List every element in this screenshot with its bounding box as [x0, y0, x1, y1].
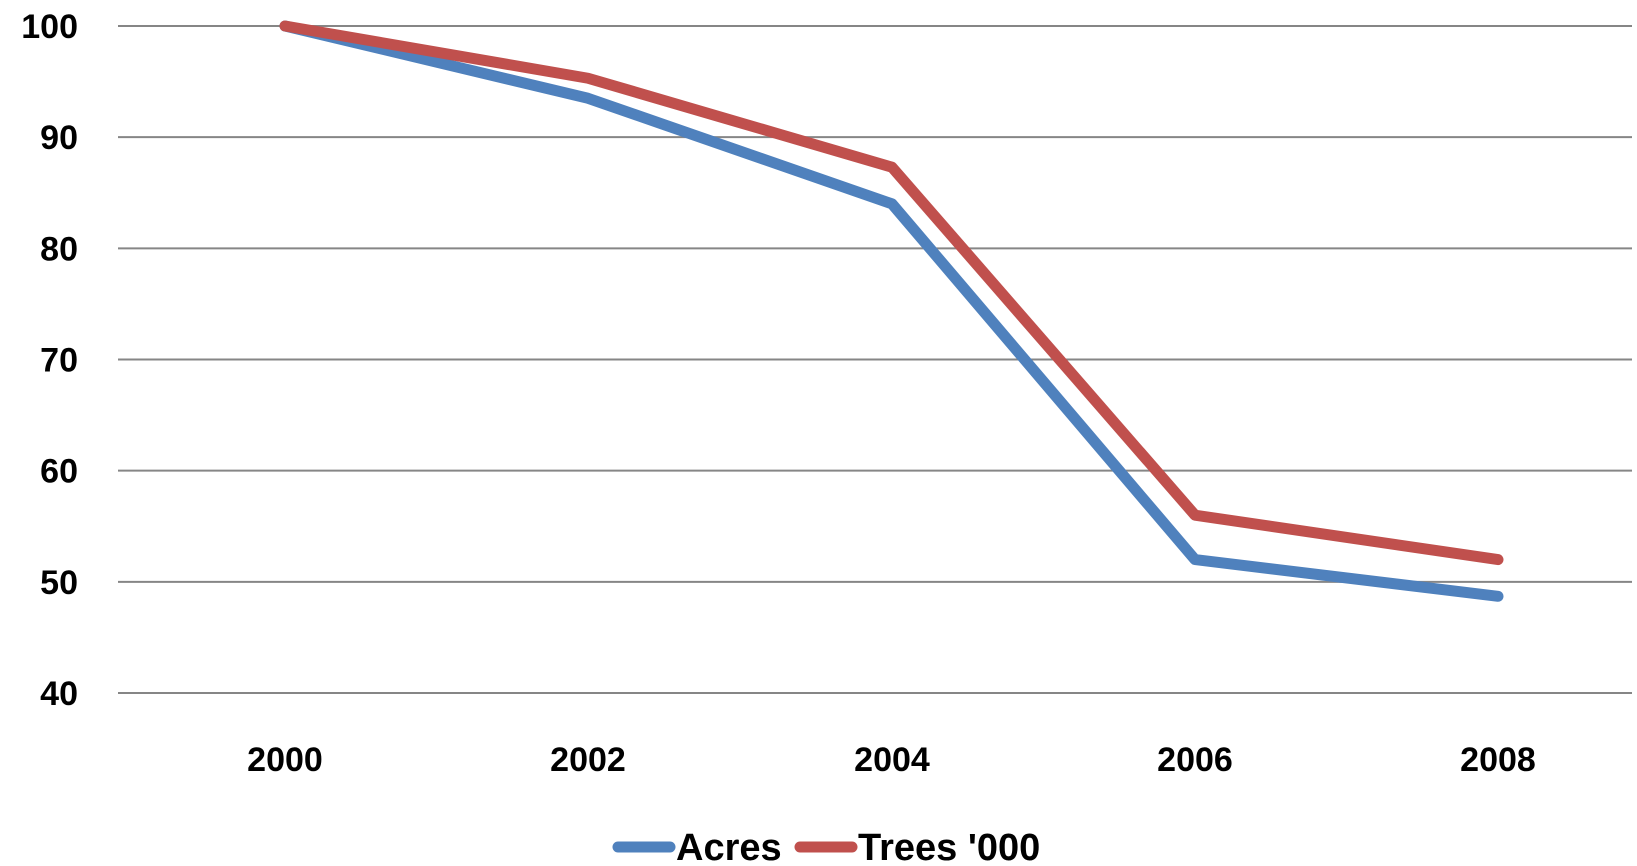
y-tick-label: 60: [40, 453, 78, 491]
x-tick-label: 2002: [550, 741, 626, 779]
series-line-acres: [279, 20, 1504, 602]
legend-label-trees: Trees '000: [858, 827, 1040, 866]
y-tick-label: 40: [40, 675, 78, 713]
series-line-trees: [279, 20, 1504, 566]
y-tick-label: 70: [40, 342, 78, 380]
y-tick-label: 80: [40, 230, 78, 268]
y-tick-label: 100: [21, 8, 78, 46]
legend-label-acres: Acres: [676, 827, 782, 866]
y-axis-ticks: 100 90 80 70 60 50 40: [21, 8, 78, 713]
y-tick-label: 90: [40, 119, 78, 157]
x-axis-ticks: 2000 2002 2004 2006 2008: [247, 741, 1536, 779]
x-tick-label: 2008: [1460, 741, 1536, 779]
y-tick-label: 50: [40, 564, 78, 602]
legend: Acres Trees '000: [612, 827, 1040, 866]
gridlines: [118, 25, 1632, 694]
x-tick-label: 2006: [1157, 741, 1233, 779]
series-lines: [279, 20, 1504, 602]
x-tick-label: 2004: [854, 741, 930, 779]
x-tick-label: 2000: [247, 741, 323, 779]
